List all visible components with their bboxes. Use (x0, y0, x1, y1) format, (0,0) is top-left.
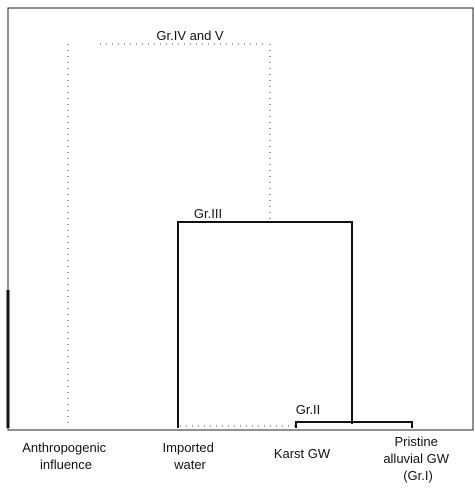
cluster-label: Gr.IV and V (156, 28, 224, 43)
frame (7, 7, 474, 431)
leaf-label: Anthropogenic influence (22, 440, 109, 472)
leaf-line: water (173, 457, 206, 472)
leaf-line: Karst GW (274, 446, 331, 461)
leaf-line: Imported (163, 440, 214, 455)
leaf-label: Imported water (163, 440, 218, 472)
leaf-line: Pristine (395, 434, 438, 449)
leaf-line: Anthropogenic (22, 440, 106, 455)
leaf-label: Karst GW (274, 446, 331, 461)
leaf-label: Pristine alluvial GW (Gr.I) (383, 434, 452, 483)
cluster-label: Gr.II (296, 402, 321, 417)
leaf-line: (Gr.I) (403, 468, 433, 483)
cluster-label: Gr.III (194, 206, 222, 221)
leaf-line: alluvial GW (383, 451, 449, 466)
link (177, 221, 353, 428)
link (295, 421, 413, 428)
leaf-line: influence (40, 457, 92, 472)
